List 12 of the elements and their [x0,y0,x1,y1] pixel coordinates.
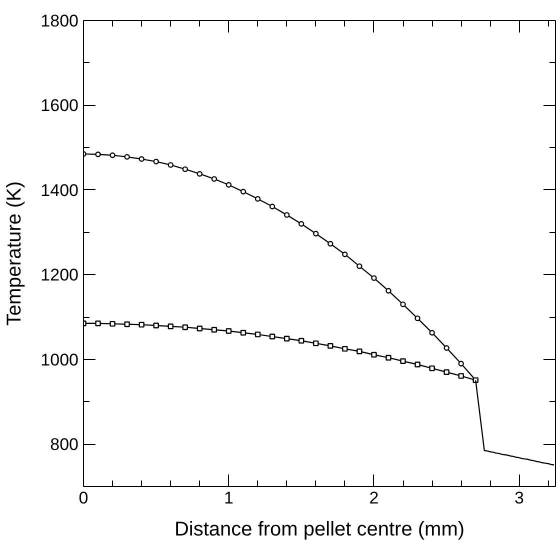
x-tick-label: 3 [514,488,524,508]
x-tick-label: 2 [369,488,379,508]
x-tick-label: 1 [224,488,234,508]
y-tick-label: 1400 [40,180,79,200]
x-tick-label: 0 [78,488,88,508]
x-axis-title: Distance from pellet centre (mm) [174,518,465,540]
y-tick-label: 1200 [40,266,79,285]
y-tick-label: 1000 [40,350,79,370]
y-tick-label: 800 [50,435,79,454]
y-tick-label: 1600 [40,96,79,116]
y-axis-title: Temperature (K) [4,181,26,326]
y-tick-label: 1800 [40,12,79,30]
